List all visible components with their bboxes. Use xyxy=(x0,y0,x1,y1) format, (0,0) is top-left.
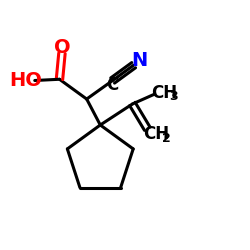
Text: N: N xyxy=(131,51,147,70)
Text: O: O xyxy=(54,38,70,57)
Text: C: C xyxy=(106,76,118,94)
Text: 2: 2 xyxy=(162,132,170,144)
Text: CH: CH xyxy=(144,125,170,143)
Text: HO: HO xyxy=(9,70,42,90)
Text: CH: CH xyxy=(151,84,177,102)
Text: 3: 3 xyxy=(169,90,178,103)
